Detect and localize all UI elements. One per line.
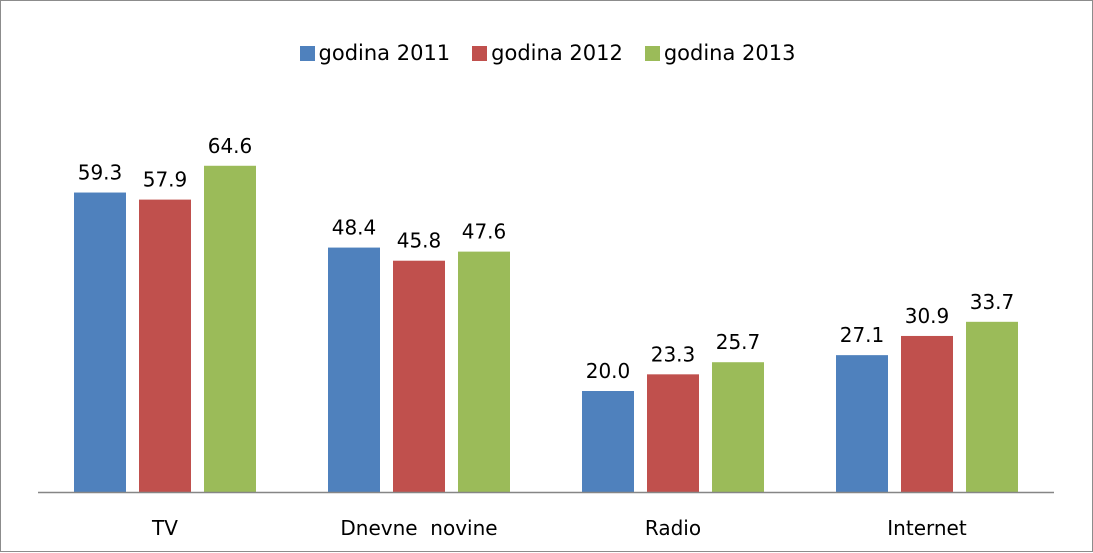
legend-label-2012: godina 2012 (491, 41, 623, 65)
legend-swatch-2012 (472, 45, 488, 61)
bar-dnevne-novine-1 (328, 247, 380, 492)
value-label: 45.8 (397, 229, 442, 253)
value-labels-layer: 59.3 57.9 64.6 48.4 45.8 47.6 20.0 23.3 25.7 27.1… (78, 134, 1015, 383)
value-label: 27.1 (840, 323, 885, 347)
bar-internet-3 (966, 321, 1018, 492)
bars-layer (74, 165, 1018, 493)
value-label: 23.3 (651, 342, 696, 366)
category-label: Dnevne novine (340, 516, 497, 540)
bar-tv-2 (139, 199, 191, 493)
bar-dnevne-novine-3 (458, 251, 510, 492)
legend-swatch-2013 (644, 45, 660, 61)
legend-item-2013: godina 2013 (644, 41, 796, 65)
value-label: 48.4 (332, 216, 377, 240)
bar-dnevne-novine-2 (393, 260, 445, 492)
legend-swatch-2011 (299, 45, 315, 61)
legend-item-2012: godina 2012 (472, 41, 623, 65)
x-axis: TV Dnevne novine Radio Internet (38, 491, 1054, 540)
legend-item-2011: godina 2011 (299, 41, 451, 65)
bar-internet-2 (901, 335, 953, 492)
category-label: Internet (887, 516, 967, 540)
category-label: Radio (645, 516, 701, 540)
legend-label-2011: godina 2011 (318, 41, 451, 65)
bar-radio-3 (712, 362, 764, 492)
bar-tv-1 (74, 192, 126, 492)
value-label: 47.6 (462, 220, 507, 244)
value-label: 30.9 (905, 304, 950, 328)
value-label: 33.7 (970, 290, 1015, 314)
value-label: 59.3 (78, 161, 123, 185)
legend-label-2013: godina 2013 (663, 41, 796, 65)
value-label: 25.7 (716, 330, 761, 354)
bar-radio-2 (647, 374, 699, 492)
category-label: TV (151, 516, 178, 540)
bar-radio-1 (582, 391, 634, 492)
legend: godina 2011 godina 2012 godina 2013 (1, 41, 1093, 65)
value-label: 20.0 (586, 359, 631, 383)
value-label: 57.9 (143, 168, 188, 192)
bar-tv-3 (204, 165, 256, 492)
bar-internet-1 (836, 355, 888, 492)
value-label: 64.6 (208, 134, 253, 158)
